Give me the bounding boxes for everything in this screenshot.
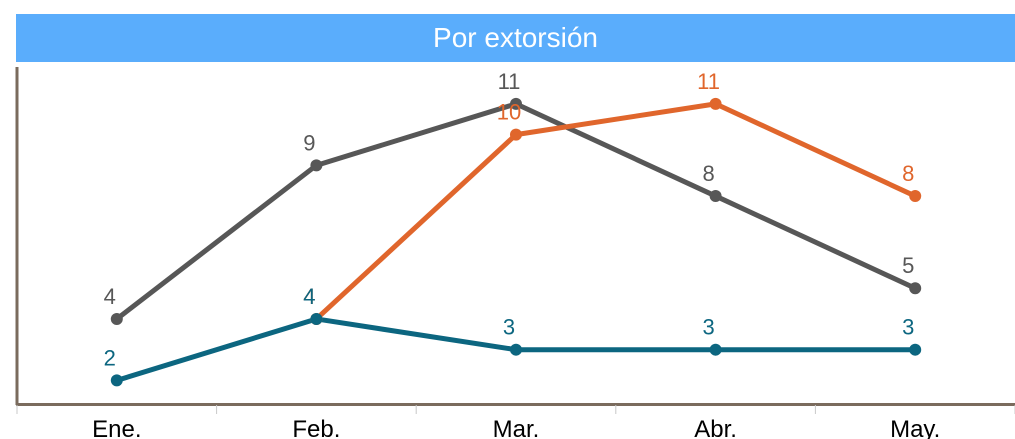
data-point	[909, 343, 922, 356]
data-label: 4	[303, 284, 315, 309]
x-tick-label: Ene.	[92, 416, 141, 439]
data-point	[310, 312, 323, 325]
data-point	[110, 374, 123, 387]
data-label: 3	[902, 315, 914, 340]
data-label: 8	[702, 161, 714, 186]
data-label: 2	[104, 345, 116, 370]
data-label: 11	[697, 69, 720, 94]
x-tick-label: Abr.	[694, 416, 737, 439]
data-label: 11	[498, 69, 521, 94]
chart-title: Por extorsión	[16, 14, 1015, 62]
data-label: 5	[902, 253, 914, 278]
data-point	[909, 282, 922, 295]
data-label: 4	[303, 284, 315, 309]
data-label: 9	[303, 130, 315, 155]
data-label: 4	[104, 284, 116, 309]
data-point	[709, 343, 722, 356]
series-line	[313, 101, 918, 322]
x-tick-label: Feb.	[292, 416, 340, 439]
data-point	[510, 128, 522, 141]
data-point	[110, 312, 123, 325]
data-label: 3	[702, 315, 714, 340]
data-label: 3	[503, 315, 515, 340]
data-point	[510, 343, 522, 356]
x-tick-label: Mar.	[493, 416, 540, 439]
data-label: 10	[497, 100, 521, 125]
x-tick-label: May.	[890, 416, 940, 439]
data-point	[709, 190, 722, 203]
data-point	[709, 97, 722, 110]
data-point	[510, 97, 522, 110]
data-label: 8	[902, 161, 914, 186]
data-point	[310, 159, 323, 172]
data-point	[909, 190, 922, 203]
